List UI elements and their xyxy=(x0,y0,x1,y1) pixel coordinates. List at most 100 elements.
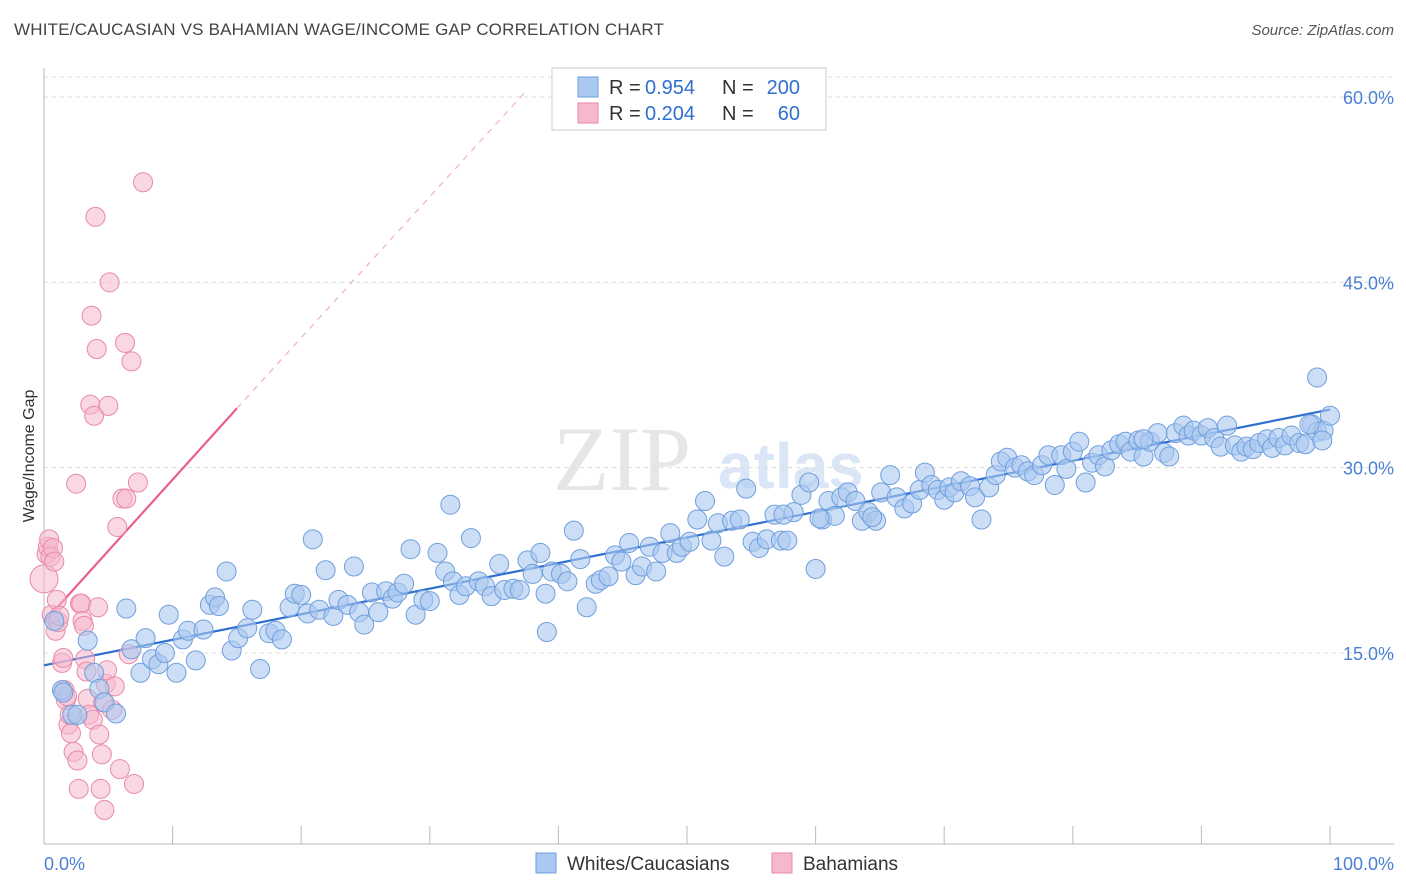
whites-point-13 xyxy=(135,628,156,649)
bahamians-point-41 xyxy=(91,744,112,765)
whites-point-176 xyxy=(1217,415,1238,436)
whites-point-5 xyxy=(77,630,98,651)
bahamians-point-40 xyxy=(90,778,111,799)
whites-point-194 xyxy=(1307,367,1328,388)
bahamians-point-39 xyxy=(89,724,110,745)
whites-point-41 xyxy=(315,560,336,581)
whites-point-67 xyxy=(489,554,510,575)
bahamians-point-38 xyxy=(88,597,109,618)
bahamians-point-47 xyxy=(99,272,120,293)
whites-point-63 xyxy=(460,528,481,549)
whites-point-45 xyxy=(343,556,364,577)
whites-point-196 xyxy=(1133,429,1154,450)
x-tick-label-min: 0.0% xyxy=(44,854,85,874)
watermark: ZIP atlas xyxy=(553,408,864,510)
whites-point-153 xyxy=(1069,431,1090,452)
chart-source: Source: ZipAtlas.com xyxy=(1251,22,1394,39)
legend-r-value-1: 0.954 xyxy=(645,77,695,99)
bahamians-point-56 xyxy=(121,351,142,372)
bahamians-trend-extension xyxy=(236,90,527,409)
bahamians-point-13 xyxy=(53,647,74,668)
y-tick-label-15: 15.0% xyxy=(1343,644,1394,664)
bahamians-point-23 xyxy=(68,778,89,799)
whites-point-97 xyxy=(695,491,716,512)
whites-point-9 xyxy=(106,703,127,724)
whites-point-78 xyxy=(563,520,584,541)
gridlines xyxy=(44,76,1394,654)
whites-point-96 xyxy=(687,509,708,530)
bahamians-point-43 xyxy=(94,799,115,820)
legend-n-value-2: 60 xyxy=(778,103,800,125)
whites-point-72 xyxy=(522,563,543,584)
whites-point-31 xyxy=(250,659,271,680)
whites-point-57 xyxy=(419,591,440,612)
whites-points xyxy=(44,367,1340,725)
bahamians-point-53 xyxy=(115,332,136,353)
bahamians-point-33 xyxy=(81,305,102,326)
whites-point-16 xyxy=(154,643,175,663)
whites-point-192 xyxy=(1320,405,1340,426)
whites-point-119 xyxy=(845,491,866,512)
bahamians-point-19 xyxy=(61,723,82,744)
series-legend-label-bahamians: Bahamians xyxy=(803,854,898,875)
whites-point-49 xyxy=(368,602,389,623)
bahamians-point-37 xyxy=(86,339,107,360)
legend-r-value-2: 0.204 xyxy=(645,103,695,125)
whites-point-98 xyxy=(701,530,722,551)
whites-point-25 xyxy=(208,596,229,617)
bahamians-point-7 xyxy=(44,551,65,572)
legend-r-label-1: R = xyxy=(609,77,641,99)
whites-point-198 xyxy=(536,621,557,642)
legend-n-value-1: 200 xyxy=(767,77,800,99)
whites-point-70 xyxy=(509,579,530,600)
y-tick-label-60: 60.0% xyxy=(1343,88,1394,108)
bahamians-point-36 xyxy=(85,206,106,227)
whites-point-138 xyxy=(971,509,992,530)
y-axis-tick-labels: 15.0% 30.0% 45.0% 60.0% xyxy=(1343,88,1394,664)
whites-point-193 xyxy=(1312,430,1333,451)
legend-swatch-blue xyxy=(577,76,599,98)
bahamians-point-54 xyxy=(116,488,137,509)
legend-n-label-1: N = xyxy=(722,77,754,99)
whites-point-85 xyxy=(611,551,632,572)
bahamians-point-46 xyxy=(98,395,119,416)
whites-point-0 xyxy=(44,610,65,631)
whites-point-39 xyxy=(302,529,323,550)
series-legend-swatch-whites xyxy=(535,852,557,874)
whites-point-79 xyxy=(570,549,591,570)
whites-point-83 xyxy=(598,566,619,587)
whites-point-74 xyxy=(535,583,556,604)
whites-point-124 xyxy=(880,465,901,486)
whites-point-100 xyxy=(714,546,735,567)
whites-point-109 xyxy=(777,530,798,551)
whites-point-10 xyxy=(116,598,137,619)
whites-point-113 xyxy=(805,558,826,579)
x-tick-label-max: 100.0% xyxy=(1333,854,1394,874)
chart-title: WHITE/CAUCASIAN VS BAHAMIAN WAGE/INCOME … xyxy=(14,20,665,39)
whites-point-103 xyxy=(736,478,757,499)
whites-point-12 xyxy=(130,662,151,683)
whites-point-199 xyxy=(440,494,461,515)
legend-n-label-2: N = xyxy=(722,103,754,125)
bahamians-point-59 xyxy=(133,172,154,193)
trend-lines xyxy=(43,90,1331,667)
whites-point-29 xyxy=(237,618,258,639)
whites-point-34 xyxy=(271,629,292,650)
whites-point-73 xyxy=(530,542,551,563)
whites-point-102 xyxy=(729,509,750,530)
bahamians-trend-line xyxy=(43,407,238,623)
whites-point-22 xyxy=(193,619,214,640)
bahamians-point-50 xyxy=(107,516,128,537)
whites-point-112 xyxy=(799,472,820,493)
bahamians-point-35 xyxy=(84,405,105,426)
whites-point-137 xyxy=(965,487,986,508)
whites-point-4 xyxy=(67,704,88,725)
bahamians-point-57 xyxy=(124,773,145,794)
watermark-zip: ZIP xyxy=(553,408,691,510)
legend-r-label-2: R = xyxy=(609,103,641,125)
correlation-legend: R = 0.954 N = 200 R = 0.204 N = 60 xyxy=(551,67,827,131)
whites-point-17 xyxy=(158,604,179,625)
whites-point-200 xyxy=(773,504,794,525)
whites-point-201 xyxy=(809,508,830,529)
